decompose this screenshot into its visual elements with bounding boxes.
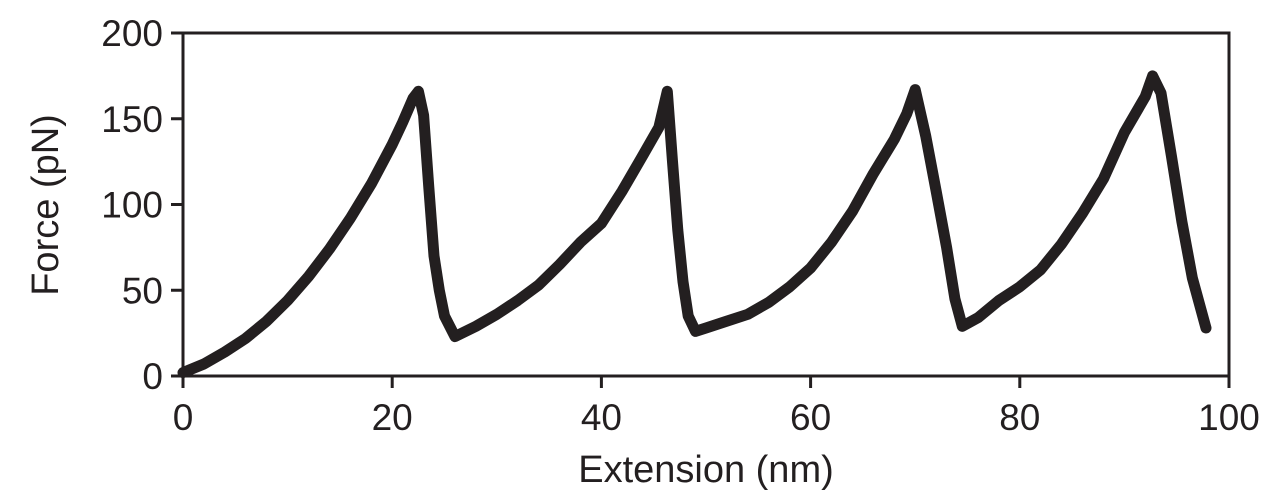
y-tick-label: 200 [101,13,163,54]
x-axis-title: Extension (nm) [578,449,834,491]
x-tick-label: 20 [372,397,413,438]
x-tick-label: 100 [1198,397,1260,438]
y-tick-label: 50 [122,270,163,311]
y-axis-title: Force (pN) [25,114,67,296]
y-axis-ticks: 0 50 100 150 200 [101,13,183,397]
x-axis-ticks: 0 20 40 60 80 100 [173,376,1260,438]
x-tick-label: 0 [173,397,194,438]
y-tick-label: 0 [142,356,163,397]
y-tick-label: 100 [101,185,163,226]
x-tick-label: 60 [790,397,831,438]
x-tick-label: 80 [999,397,1040,438]
y-tick-label: 150 [101,99,163,140]
series-line-force [177,70,1212,379]
x-tick-label: 40 [581,397,622,438]
